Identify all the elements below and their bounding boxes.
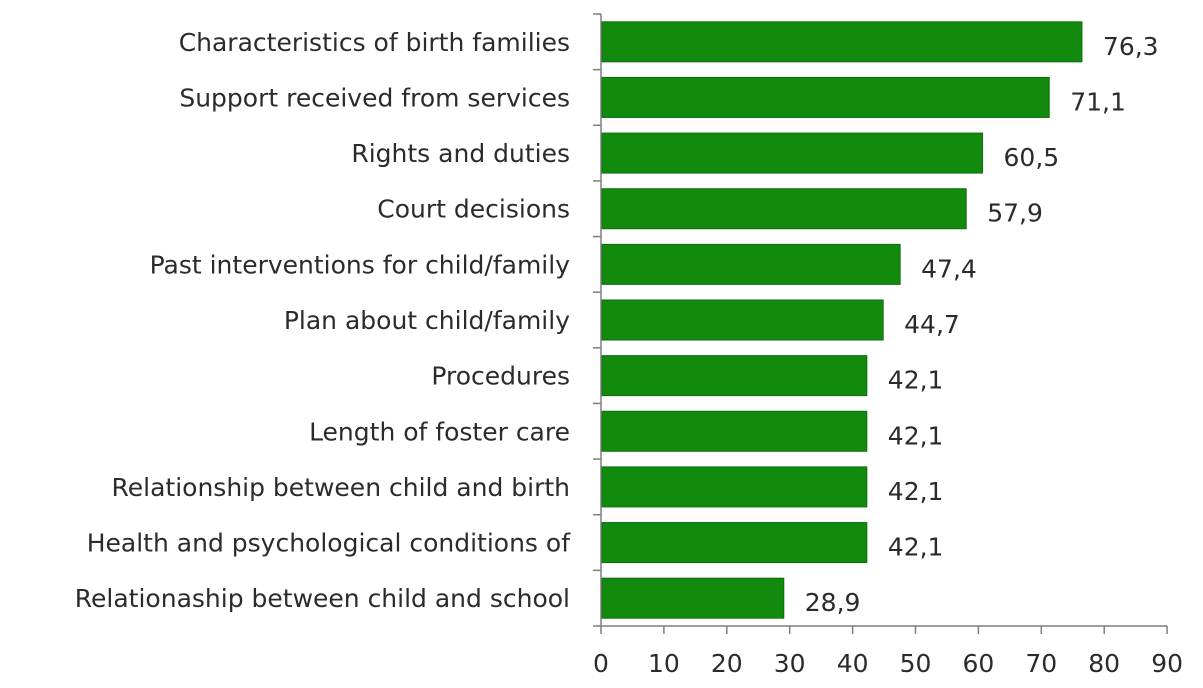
x-tick-label: 20 xyxy=(711,649,743,678)
bar xyxy=(601,188,967,230)
category-label: Procedures xyxy=(431,362,570,391)
data-label: 42,1 xyxy=(888,421,944,450)
category-label: Plan about child/family xyxy=(284,306,570,335)
x-tick-label: 60 xyxy=(962,649,994,678)
data-label: 42,1 xyxy=(888,533,944,562)
category-label: Past interventions for child/family xyxy=(150,250,571,279)
bar xyxy=(601,355,868,397)
bar xyxy=(601,76,1050,118)
category-label: Court decisions xyxy=(377,195,570,224)
x-tick-label: 10 xyxy=(648,649,680,678)
bar xyxy=(601,522,868,564)
data-label: 71,1 xyxy=(1070,87,1126,116)
axes xyxy=(593,13,1168,634)
bar xyxy=(601,466,868,508)
category-label: Characteristics of birth families xyxy=(179,28,570,57)
category-label: Rights and duties xyxy=(351,139,570,168)
data-label: 60,5 xyxy=(1004,143,1060,172)
category-label: Relationaship between child and school xyxy=(75,584,570,613)
data-label: 28,9 xyxy=(805,588,861,617)
x-tick-label: 90 xyxy=(1151,649,1183,678)
labels-layer: 0 10 20 30 40 50 60 70 80 90 Characteristics of bi… xyxy=(75,28,1183,678)
data-label: 44,7 xyxy=(904,310,960,339)
data-label: 57,9 xyxy=(987,199,1043,228)
bar xyxy=(601,410,868,452)
x-tick-label: 50 xyxy=(900,649,932,678)
data-label: 42,1 xyxy=(888,366,944,395)
category-label: Health and psychological conditions of xyxy=(87,529,571,558)
bar xyxy=(601,21,1083,63)
x-tick-label: 0 xyxy=(593,649,609,678)
bar xyxy=(601,577,785,619)
data-label: 47,4 xyxy=(921,254,977,283)
data-label: 42,1 xyxy=(888,477,944,506)
bar xyxy=(601,132,984,174)
category-label: Relationship between child and birth xyxy=(112,473,570,502)
x-tick-label: 30 xyxy=(774,649,806,678)
data-label: 76,3 xyxy=(1103,32,1159,61)
x-tick-label: 70 xyxy=(1025,649,1057,678)
bars-layer xyxy=(601,21,1083,619)
x-tick-label: 40 xyxy=(837,649,869,678)
x-tick-label: 80 xyxy=(1088,649,1120,678)
bar xyxy=(601,243,901,285)
category-label: Length of foster care xyxy=(309,417,570,446)
category-label: Support received from services xyxy=(179,83,570,112)
bar xyxy=(601,299,884,341)
